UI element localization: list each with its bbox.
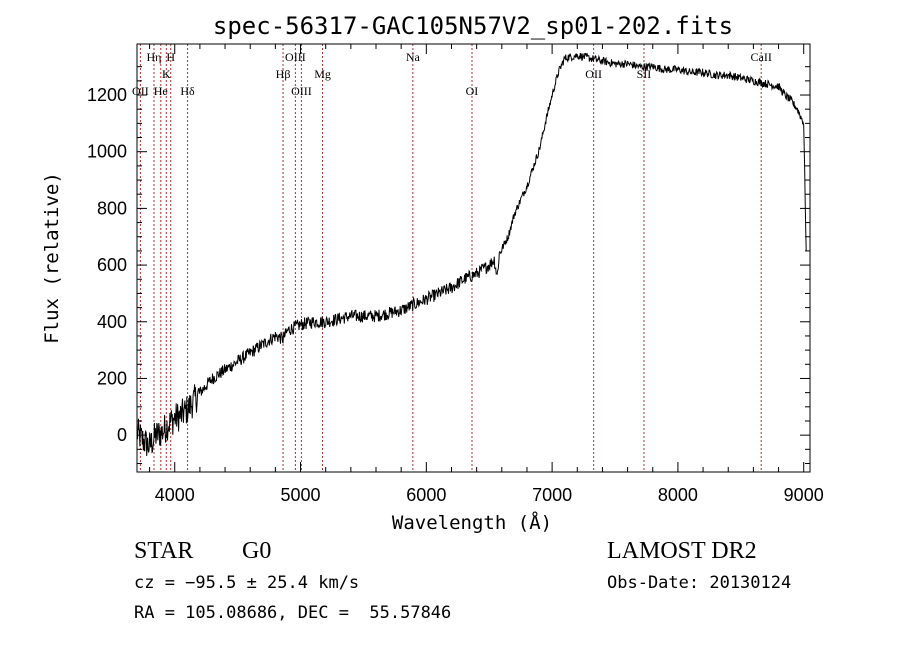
spectral-line-label: Hβ (276, 67, 291, 81)
x-tick-label: 7000 (532, 485, 572, 505)
x-axis-label: Wavelength (Å) (392, 511, 552, 534)
spectral-line-label: Na (406, 50, 421, 64)
plot-frame (136, 43, 811, 473)
spectral-line-label: H (166, 50, 175, 64)
spectral-line-label: K (162, 67, 171, 81)
y-axis: 0 200 400 600 800 1000 1200 (87, 66, 810, 464)
spectral-line-label: OIII (285, 50, 306, 64)
spectral-line-label: OII (132, 84, 149, 98)
spectral-line-label: Hη (147, 50, 162, 64)
y-tick-label: 400 (97, 312, 127, 332)
spectral-line-label: Mg (314, 67, 331, 81)
y-tick-label: 800 (97, 198, 127, 218)
y-axis-label: Flux (relative) (41, 172, 63, 344)
spectral-line-label: OIII (291, 84, 312, 98)
y-tick-label: 1000 (87, 142, 127, 162)
x-tick-label: 4000 (155, 485, 195, 505)
chart-title: spec-56317-GAC105N57V2_sp01-202.fits (213, 12, 733, 40)
redshift-readout: cz = −95.5 ± 25.4 km/s (134, 573, 360, 593)
spectral-line-label: SII (637, 67, 652, 81)
object-class: STAR (134, 538, 194, 564)
observation-date: Obs-Date: 20130124 (607, 573, 792, 593)
spectral-line-label: OII (585, 67, 602, 81)
x-tick-label: 8000 (658, 485, 698, 505)
x-tick-label: 6000 (406, 485, 446, 505)
x-tick-label: 5000 (281, 485, 321, 505)
survey-name: LAMOST DR2 (607, 538, 757, 564)
y-tick-label: 1200 (87, 85, 127, 105)
y-tick-label: 200 (97, 368, 127, 388)
y-tick-label: 600 (97, 255, 127, 275)
spectrum-line (136, 52, 807, 457)
object-subclass: G0 (242, 538, 272, 564)
spectral-line-label: Hδ (180, 84, 195, 98)
x-axis: 4000 5000 6000 7000 8000 9000 (149, 44, 824, 505)
y-tick-label: 0 (117, 425, 127, 445)
spectral-line-label: He (154, 84, 168, 98)
spectral-line-label: CaII (751, 50, 772, 64)
coordinates-readout: RA = 105.08686, DEC = 55.57846 (134, 603, 452, 623)
x-tick-label: 9000 (784, 485, 824, 505)
spectral-line-label: OI (466, 84, 479, 98)
